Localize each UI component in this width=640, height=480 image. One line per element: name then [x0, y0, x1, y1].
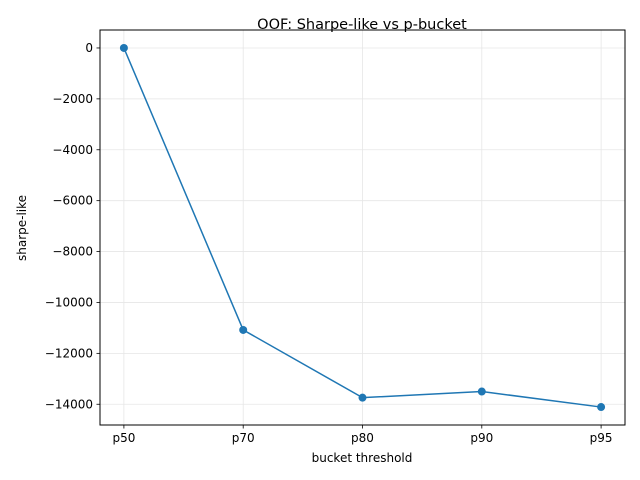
y-tick-label: −6000	[52, 194, 93, 208]
x-tick-label: p70	[232, 431, 255, 445]
x-axis-label: bucket threshold	[312, 451, 413, 465]
y-axis-label: sharpe-like	[15, 195, 29, 261]
y-axis: 0 −2000 −4000 −6000 −8000 −10000 −12000 −14000	[45, 41, 100, 411]
x-tick-label: p95	[590, 431, 613, 445]
x-tick-label: p80	[351, 431, 374, 445]
y-tick-label: −12000	[45, 346, 93, 360]
data-point	[239, 325, 248, 334]
y-tick-label: −8000	[52, 245, 93, 259]
y-tick-label: −14000	[45, 397, 93, 411]
data-point	[597, 403, 606, 412]
x-tick-label: p50	[112, 431, 135, 445]
data-point	[477, 387, 486, 396]
series-markers	[119, 43, 606, 412]
y-tick-label: −2000	[52, 92, 93, 106]
x-axis: p50 p70 p80 p90 p95	[112, 425, 613, 445]
data-point	[119, 43, 128, 52]
y-tick-label: 0	[85, 41, 93, 55]
data-point	[358, 393, 367, 402]
x-tick-label: p90	[470, 431, 493, 445]
y-tick-label: −10000	[45, 295, 93, 309]
grid	[100, 30, 625, 425]
y-tick-label: −4000	[52, 143, 93, 157]
chart-title: OOF: Sharpe-like vs p-bucket	[257, 17, 467, 33]
